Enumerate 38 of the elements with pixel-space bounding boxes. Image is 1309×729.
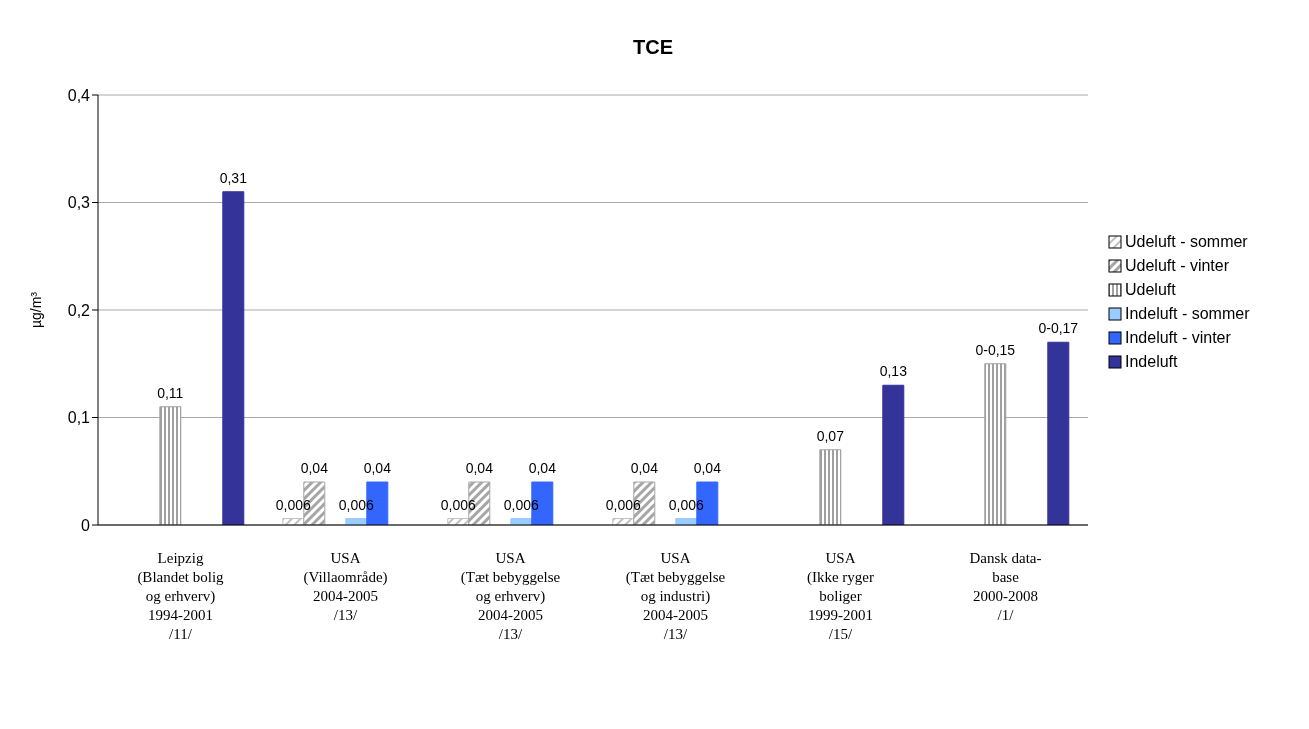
legend-label: Indeluft - vinter xyxy=(1125,329,1231,347)
data-label: 0,04 xyxy=(630,460,659,476)
data-label: 0,04 xyxy=(465,460,494,476)
legend-label: Udeluft - sommer xyxy=(1125,233,1248,251)
data-label: 0,04 xyxy=(528,460,557,476)
y-tick-label: 0,2 xyxy=(67,301,91,319)
data-label: 0,006 xyxy=(440,496,477,513)
legend-label: Udeluft - vinter xyxy=(1125,257,1230,275)
x-tick-label: Leipzig (Blandet bolig og erhverv) 1994-2001 /11/ xyxy=(137,550,225,642)
data-label: 0,006 xyxy=(275,496,312,513)
legend-label: Indeluft - sommer xyxy=(1125,305,1250,323)
data-label: 0,006 xyxy=(605,496,642,513)
x-tick-label: USA (Tæt bebyggelse og erhverv) 2004-2005 /13/ xyxy=(460,550,561,642)
bar xyxy=(882,384,905,525)
data-label: 0,04 xyxy=(693,460,722,476)
x-tick-label: Dansk data- base 2000-2008 /1/ xyxy=(969,550,1042,623)
bar xyxy=(222,191,245,525)
x-tick-label: USA (Villaområde) 2004-2005 /13/ xyxy=(303,550,388,623)
data-label: 0,04 xyxy=(363,460,392,476)
legend-label: Udeluft xyxy=(1125,281,1176,299)
y-axis-title: µg/m³ xyxy=(27,291,44,329)
y-tick-label: 0,4 xyxy=(67,86,91,104)
data-label: 0,11 xyxy=(157,384,184,401)
data-label: 0,13 xyxy=(879,363,908,380)
y-tick-label: 0,1 xyxy=(67,409,91,427)
data-label: 0,07 xyxy=(816,427,845,444)
data-label: 0-0,17 xyxy=(1038,320,1079,337)
x-tick-label: USA (Ikke ryger boliger 1999-2001 /15/ xyxy=(806,550,875,642)
y-tick-label: 0 xyxy=(81,516,91,534)
chart-title: TCE xyxy=(632,35,674,60)
x-tick-label: USA (Tæt bebyggelse og industri) 2004-2005 /13/ xyxy=(625,550,726,642)
bar xyxy=(1047,341,1070,525)
data-label: 0-0,15 xyxy=(975,341,1016,358)
data-label: 0,31 xyxy=(219,169,248,186)
data-label: 0,04 xyxy=(300,460,329,476)
y-tick-label: 0,3 xyxy=(67,194,91,212)
legend-label: Indeluft xyxy=(1125,353,1178,371)
bar xyxy=(819,449,842,525)
